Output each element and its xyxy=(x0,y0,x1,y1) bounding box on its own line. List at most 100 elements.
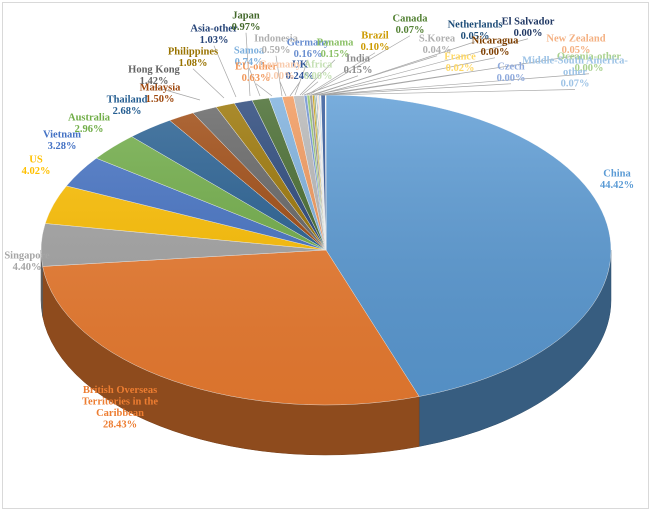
data-label-line: 1.03% xyxy=(200,35,229,46)
leader-line-el-salvador xyxy=(316,38,529,96)
leader-line-czech xyxy=(321,83,512,96)
data-label-us: US 4.02% xyxy=(22,154,51,177)
leader-lines xyxy=(153,32,590,101)
data-label-line: 3.28% xyxy=(48,141,77,152)
data-label-asia-other: Asia-other 1.03% xyxy=(190,23,238,46)
data-label-line: 2.96% xyxy=(75,124,104,135)
data-label-vietnam: Vietnam 3.28% xyxy=(43,129,81,152)
data-label-line: El Salvador xyxy=(502,16,555,27)
data-label-malaysia: Malaysia 1.50% xyxy=(140,82,182,105)
data-label-india: India 0.15% xyxy=(344,53,373,76)
data-label-line: 0.04% xyxy=(423,45,452,56)
data-label-line: Territories in the xyxy=(82,396,158,407)
data-label-africa: Africa 0.00% xyxy=(304,59,333,82)
data-label-china: China 44.42% xyxy=(600,168,634,191)
leader-line-indonesia xyxy=(275,55,283,97)
data-label-samoa: Samoa 0.74% xyxy=(234,45,265,68)
leader-line-panama xyxy=(299,59,336,96)
data-labels: China 44.42% British Overseas Territories i… xyxy=(4,10,634,430)
data-label-line: Middle-South America- xyxy=(522,56,628,67)
data-label-line: EU-other xyxy=(235,61,277,72)
leader-line-philippines xyxy=(192,68,225,99)
data-label-line: Japan xyxy=(232,10,260,21)
data-label-line: British Overseas xyxy=(83,385,157,396)
data-label-line: 0.97% xyxy=(232,22,261,33)
data-label-line: 0.59% xyxy=(262,45,291,56)
data-label-line: Oceania-other xyxy=(557,51,621,62)
data-label-line: Asia-other xyxy=(190,23,238,34)
data-label-australia: Australia 2.96% xyxy=(68,112,111,135)
data-label-line: Samoa xyxy=(234,45,265,56)
data-label-line: Africa xyxy=(304,59,333,70)
data-label-line: Australia xyxy=(68,112,111,123)
data-label-line: Thailand xyxy=(107,94,148,105)
data-label-line: 0.00% xyxy=(514,28,543,39)
leader-line-eu-other xyxy=(255,83,273,97)
data-label-el-salvador: El Salvador 0.00% xyxy=(502,16,555,39)
data-label-line: 0.07% xyxy=(561,79,590,90)
data-label-netherlands: Netherlands 0.05% xyxy=(448,19,503,42)
pie-slices xyxy=(40,94,612,406)
data-label-uk: UK 0.24% xyxy=(286,59,315,82)
leader-line-brazil xyxy=(306,52,376,96)
data-label-line: Netherlands xyxy=(448,19,503,30)
data-label-line: 0.05% xyxy=(461,31,490,42)
data-label-line: 0.16% xyxy=(294,49,323,60)
data-label-line: India xyxy=(346,53,371,64)
leader-line-netherlands xyxy=(312,41,476,96)
data-label-brazil: Brazil 0.10% xyxy=(361,30,390,53)
leader-line-nicaragua xyxy=(314,57,496,96)
leader-line-middle-south-america-other xyxy=(320,89,576,96)
data-label-oceania-other: Oceania-other 0.00% xyxy=(557,51,621,74)
data-label-line: Indonesia xyxy=(254,33,299,44)
data-label-line: Hong Kong xyxy=(128,64,180,75)
data-label-line: Caribbean xyxy=(96,408,144,419)
data-label-thailand: Thailand 2.68% xyxy=(107,94,148,117)
data-label-nicaragua: Nicaragua 0.00% xyxy=(472,35,519,58)
data-label-line: Nicaragua xyxy=(472,35,519,46)
data-label-line: China xyxy=(603,168,631,179)
data-label-line: 0.15% xyxy=(321,49,350,60)
data-label-new-zealand: New Zealand 0.05% xyxy=(546,33,605,56)
data-label-line: Singapore xyxy=(4,250,50,261)
data-label-line: 1.42% xyxy=(140,76,169,87)
data-label-line: 0.10% xyxy=(361,42,390,53)
data-label-line: Panama xyxy=(317,37,355,48)
leader-line-samoa xyxy=(248,67,261,97)
data-label-line: Germany xyxy=(287,37,330,48)
data-label-line: other xyxy=(563,67,587,78)
leader-line-africa xyxy=(301,81,319,96)
data-label-line: Malaysia xyxy=(140,82,182,93)
data-label-line: 0.07% xyxy=(396,25,425,36)
data-label-line: 0.74% xyxy=(235,57,264,68)
leader-line-germany-other xyxy=(279,81,287,97)
data-label-japan: Japan 0.97% xyxy=(232,10,261,33)
data-label-line: UK xyxy=(292,59,309,70)
data-label-line: 4.40% xyxy=(13,262,42,273)
data-label-line: 2.68% xyxy=(113,106,142,117)
data-label-line: 28.43% xyxy=(103,419,137,430)
data-label-line: S.Korea xyxy=(419,33,456,44)
data-label-line: 0.00% xyxy=(481,47,510,58)
leader-line-hong-kong xyxy=(153,86,201,101)
data-label-line: France xyxy=(444,51,476,62)
leader-line-india xyxy=(303,75,359,96)
data-label-line: US xyxy=(29,154,43,165)
data-label-philippines: Philippines 1.08% xyxy=(168,46,218,69)
data-label-germany: Germany 0.16% xyxy=(287,37,330,60)
data-label-line: 0.00% xyxy=(304,71,333,82)
data-label-s-korea: S.Korea 0.04% xyxy=(419,33,456,56)
data-label-indonesia: Indonesia 0.59% xyxy=(254,33,299,56)
data-label-line: 44.42% xyxy=(600,180,634,191)
leader-line-oceania-other xyxy=(319,73,590,96)
leader-line-uk xyxy=(289,81,301,97)
data-label-germany-other: Germany 0.00% xyxy=(259,59,302,82)
data-label-line: 0.24% xyxy=(286,71,315,82)
data-label-line: 0.05% xyxy=(562,45,591,56)
leader-line-asia-other xyxy=(213,45,237,98)
data-label-line: 0.00% xyxy=(575,63,604,74)
leader-line-germany xyxy=(294,59,309,96)
data-label-line: Czech xyxy=(497,61,525,72)
data-label-line: Germany xyxy=(259,59,302,70)
